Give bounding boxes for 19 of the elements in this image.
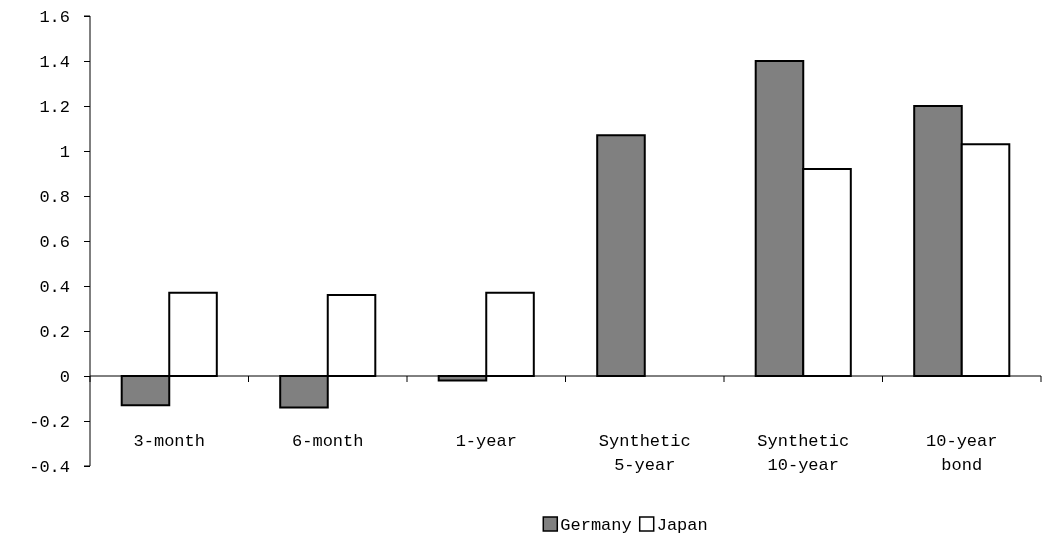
y-tick-label: 1.4: [39, 52, 70, 72]
x-tick-label: Synthetic 5-year: [598, 432, 691, 475]
x-tick-label: 10-year bond: [926, 432, 998, 475]
y-tick-label: 1: [59, 142, 70, 162]
y-tick-label: 1.6: [39, 7, 70, 27]
y-tick-label: -0.2: [29, 412, 70, 432]
x-tick-label: Synthetic 10-year: [757, 432, 850, 475]
y-tick-label: 0.4: [39, 277, 70, 297]
x-tick-label: 1-year: [455, 432, 517, 451]
x-tick-label: 6-month: [292, 432, 364, 451]
x-tick-label: 3-month: [133, 432, 205, 451]
y-tick-label: -0.4: [29, 457, 70, 477]
y-tick-label: 0: [59, 367, 70, 387]
y-tick-label: 1.2: [39, 97, 70, 117]
legend-label: Germany: [560, 516, 632, 535]
legend-label: Japan: [656, 516, 708, 535]
y-tick-label: 0.6: [39, 232, 70, 252]
y-tick-label: 0.2: [39, 322, 70, 342]
y-tick-label: 0.8: [39, 187, 70, 207]
